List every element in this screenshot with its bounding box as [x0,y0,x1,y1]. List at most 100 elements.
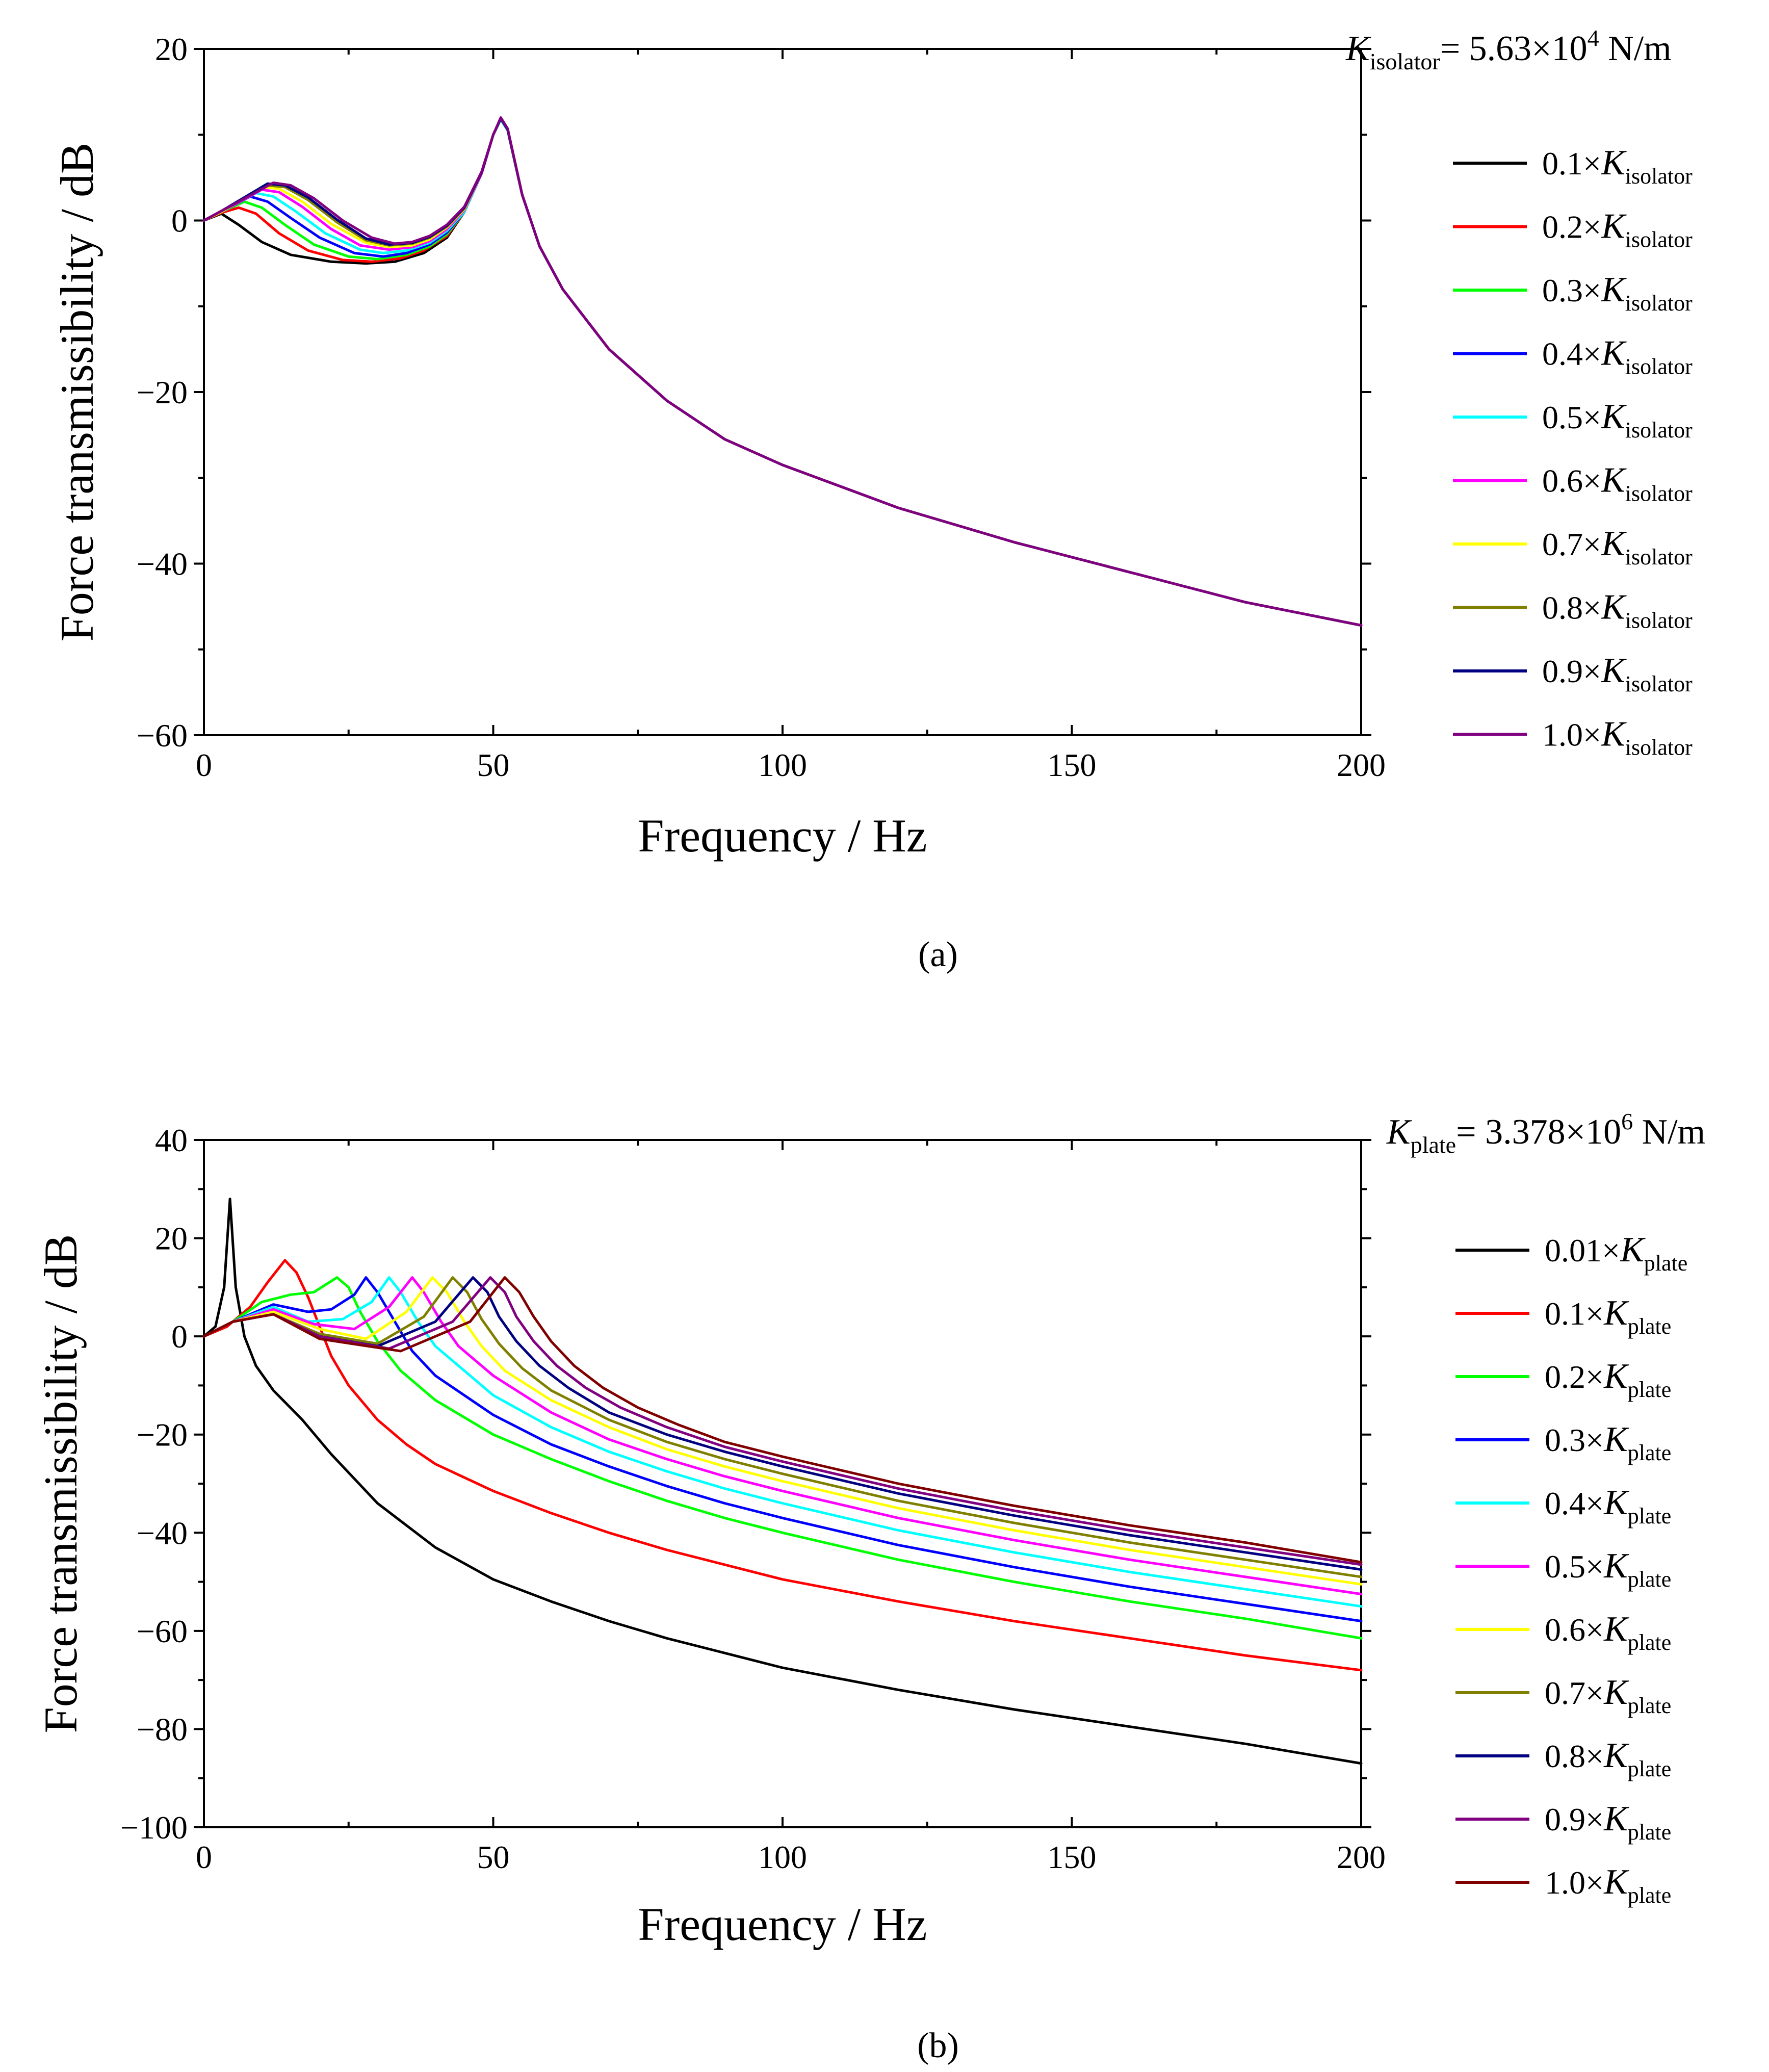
panel-b-legend-subscript: plate [1644,1251,1688,1276]
panel-b-y-tick-label: −100 [120,1809,188,1846]
panel-a-legend-factor: 1.0× [1542,717,1601,753]
panel-a-x-tick-label: 200 [1337,747,1386,783]
panel-b-legend-subscript: plate [1628,1883,1672,1908]
panel-a-legend-title-exponent: 4 [1588,25,1599,51]
panel-b-series-line [202,1276,1363,1640]
panel-a-legend-label: 0.6×Kisolator [1542,461,1693,506]
panel-b-legend-title-subscript: plate [1411,1132,1456,1158]
panel-b-legend-symbol: K [1603,1546,1629,1586]
panel-a-legend-label: 0.8×Kisolator [1542,588,1693,633]
panel-b-legend-subscript: plate [1628,1504,1672,1529]
panel-b-legend-symbol: K [1603,1736,1629,1775]
panel-b-legend-label: 0.6×Kplate [1545,1610,1671,1655]
panel-a-legend-subscript: isolator [1625,291,1693,316]
panel-b-legend-symbol: K [1603,1862,1629,1902]
panel-b-series-line [202,1276,1363,1571]
panel-a-x-tick-label: 0 [196,747,212,783]
panel-b-legend-title: Kplate= 3.378×106 N/m [1386,1108,1705,1158]
panel-a-legend-label: 1.0×Kisolator [1542,715,1693,760]
panel-b-series-line [202,1276,1363,1564]
panel-b-legend-factor: 1.0× [1545,1864,1604,1901]
panel-a-series-line [202,117,1363,627]
panel-a-legend-factor: 0.4× [1542,336,1601,372]
panel-a-legend-symbol: K [1601,524,1627,563]
panel-b-legend-symbol: K [1603,1799,1629,1838]
panel-b-y-tick-label: 40 [155,1122,188,1158]
panel-b-legend-symbol: K [1603,1673,1629,1712]
panel-b-legend-factor: 0.9× [1545,1801,1604,1837]
panel-a-legend-subscript: isolator [1625,227,1693,252]
panel-b-legend-symbol: K [1603,1357,1629,1396]
panel-a-legend-factor: 0.3× [1542,272,1601,308]
panel-a-x-tick-label: 50 [477,747,510,783]
panel-b-legend-symbol: K [1603,1420,1629,1459]
panel-b-legend-subscript: plate [1628,1440,1672,1465]
panel-b-series-line [202,1276,1363,1566]
panel-a-y-tick-label: 20 [155,31,188,67]
panel-b-y-tick-label: −80 [137,1711,188,1747]
panel-a-series-line [202,117,1363,627]
panel-a-legend-subscript: isolator [1625,608,1693,633]
panel-a-series-line [202,117,1363,627]
panel-a-legend-label: 0.9×Kisolator [1542,651,1693,696]
panel-a-caption: (a) [918,935,958,974]
panel-a-legend-symbol: K [1601,207,1627,246]
panel-b-legend-title-symbol: K [1386,1112,1412,1152]
panel-a-series-line [202,118,1363,627]
panel-b-legend-symbol: K [1603,1610,1629,1649]
panel-a-legend-label: 0.5×Kisolator [1542,397,1693,443]
panel-b-legend-factor: 0.8× [1545,1738,1604,1774]
panel-b-legend-subscript: plate [1628,1820,1672,1845]
panel-b-x-tick-label: 150 [1048,1839,1097,1875]
panel-b-y-tick-label: 20 [155,1221,188,1257]
panel-a-series-group [202,116,1363,627]
panel-b-legend-factor: 0.6× [1545,1612,1604,1648]
panel-b-legend-factor: 0.3× [1545,1422,1604,1458]
panel-a-legend-factor: 0.9× [1542,653,1601,689]
panel-a-legend-title-subscript: isolator [1370,48,1440,74]
panel-a-legend-symbol: K [1601,397,1627,436]
panel-a-chart: 0 50 100 150 200 −60 −40 −20 0 20 Frequency / Hz… [51,25,1693,974]
panel-b-legend-label: 0.9×Kplate [1545,1799,1671,1845]
panel-a-series-line [202,116,1363,627]
panel-b-series-line [202,1259,1363,1672]
panel-b-y-axis-title: Force transmissibility / dB [35,1234,87,1733]
panel-b-caption: (b) [917,2026,959,2065]
panel-a-legend-title: Kisolator= 5.63×104 N/m [1345,25,1672,74]
panel-b-series-line [202,1276,1363,1608]
panel-b-legend-factor: 0.7× [1545,1675,1604,1711]
panel-b-x-tick-label: 100 [758,1839,807,1875]
panel-a-series-line [202,117,1363,627]
panel-a-legend-symbol: K [1601,270,1627,309]
panel-a-y-tick-label: −20 [137,374,188,410]
panel-a-legend-label: 0.3×Kisolator [1542,270,1693,316]
panel-b-legend-factor: 0.5× [1545,1548,1604,1585]
panel-a-series-line [202,118,1363,627]
panel-b-legend-symbol: K [1603,1293,1629,1333]
panel-a-legend-symbol: K [1601,143,1627,183]
panel-a-legend-symbol: K [1601,715,1627,754]
panel-a-legend-symbol: K [1601,334,1627,373]
panel-a-legend-label: 0.7×Kisolator [1542,524,1693,569]
panel-b-series-group [202,1198,1363,1765]
panel-b-legend-subscript: plate [1628,1567,1672,1592]
panel-a-y-tick-label: −60 [137,717,188,754]
panel-a-legend-subscript: isolator [1625,735,1693,760]
panel-b-legend-label: 0.01×Kplate [1545,1230,1687,1276]
panel-a-legend-subscript: isolator [1625,354,1693,379]
panel-b-series-line [202,1276,1363,1586]
panel-b-legend-subscript: plate [1628,1693,1672,1718]
panel-b-legend-title-exponent: 6 [1621,1108,1633,1134]
panel-b-legend-subscript: plate [1628,1756,1672,1781]
panel-a-legend-title-value: = 5.63×10 [1440,29,1588,68]
panel-a-legend-items: 0.1×Kisolator0.2×Kisolator0.3×Kisolator0… [1453,143,1693,760]
panel-b-x-tick-label: 200 [1337,1839,1386,1875]
panel-b-y-tick-label: 0 [171,1318,188,1355]
panel-a-y-tick-label: 0 [171,203,188,239]
panel-a-plot-frame [203,48,1362,736]
panel-a-legend-symbol: K [1601,461,1627,500]
panel-a-legend-factor: 0.8× [1542,590,1601,626]
panel-a-series-line [202,118,1363,627]
panel-b-legend-title-value: = 3.378×10 [1456,1112,1621,1152]
panel-b-legend-factor: 0.1× [1545,1296,1604,1332]
